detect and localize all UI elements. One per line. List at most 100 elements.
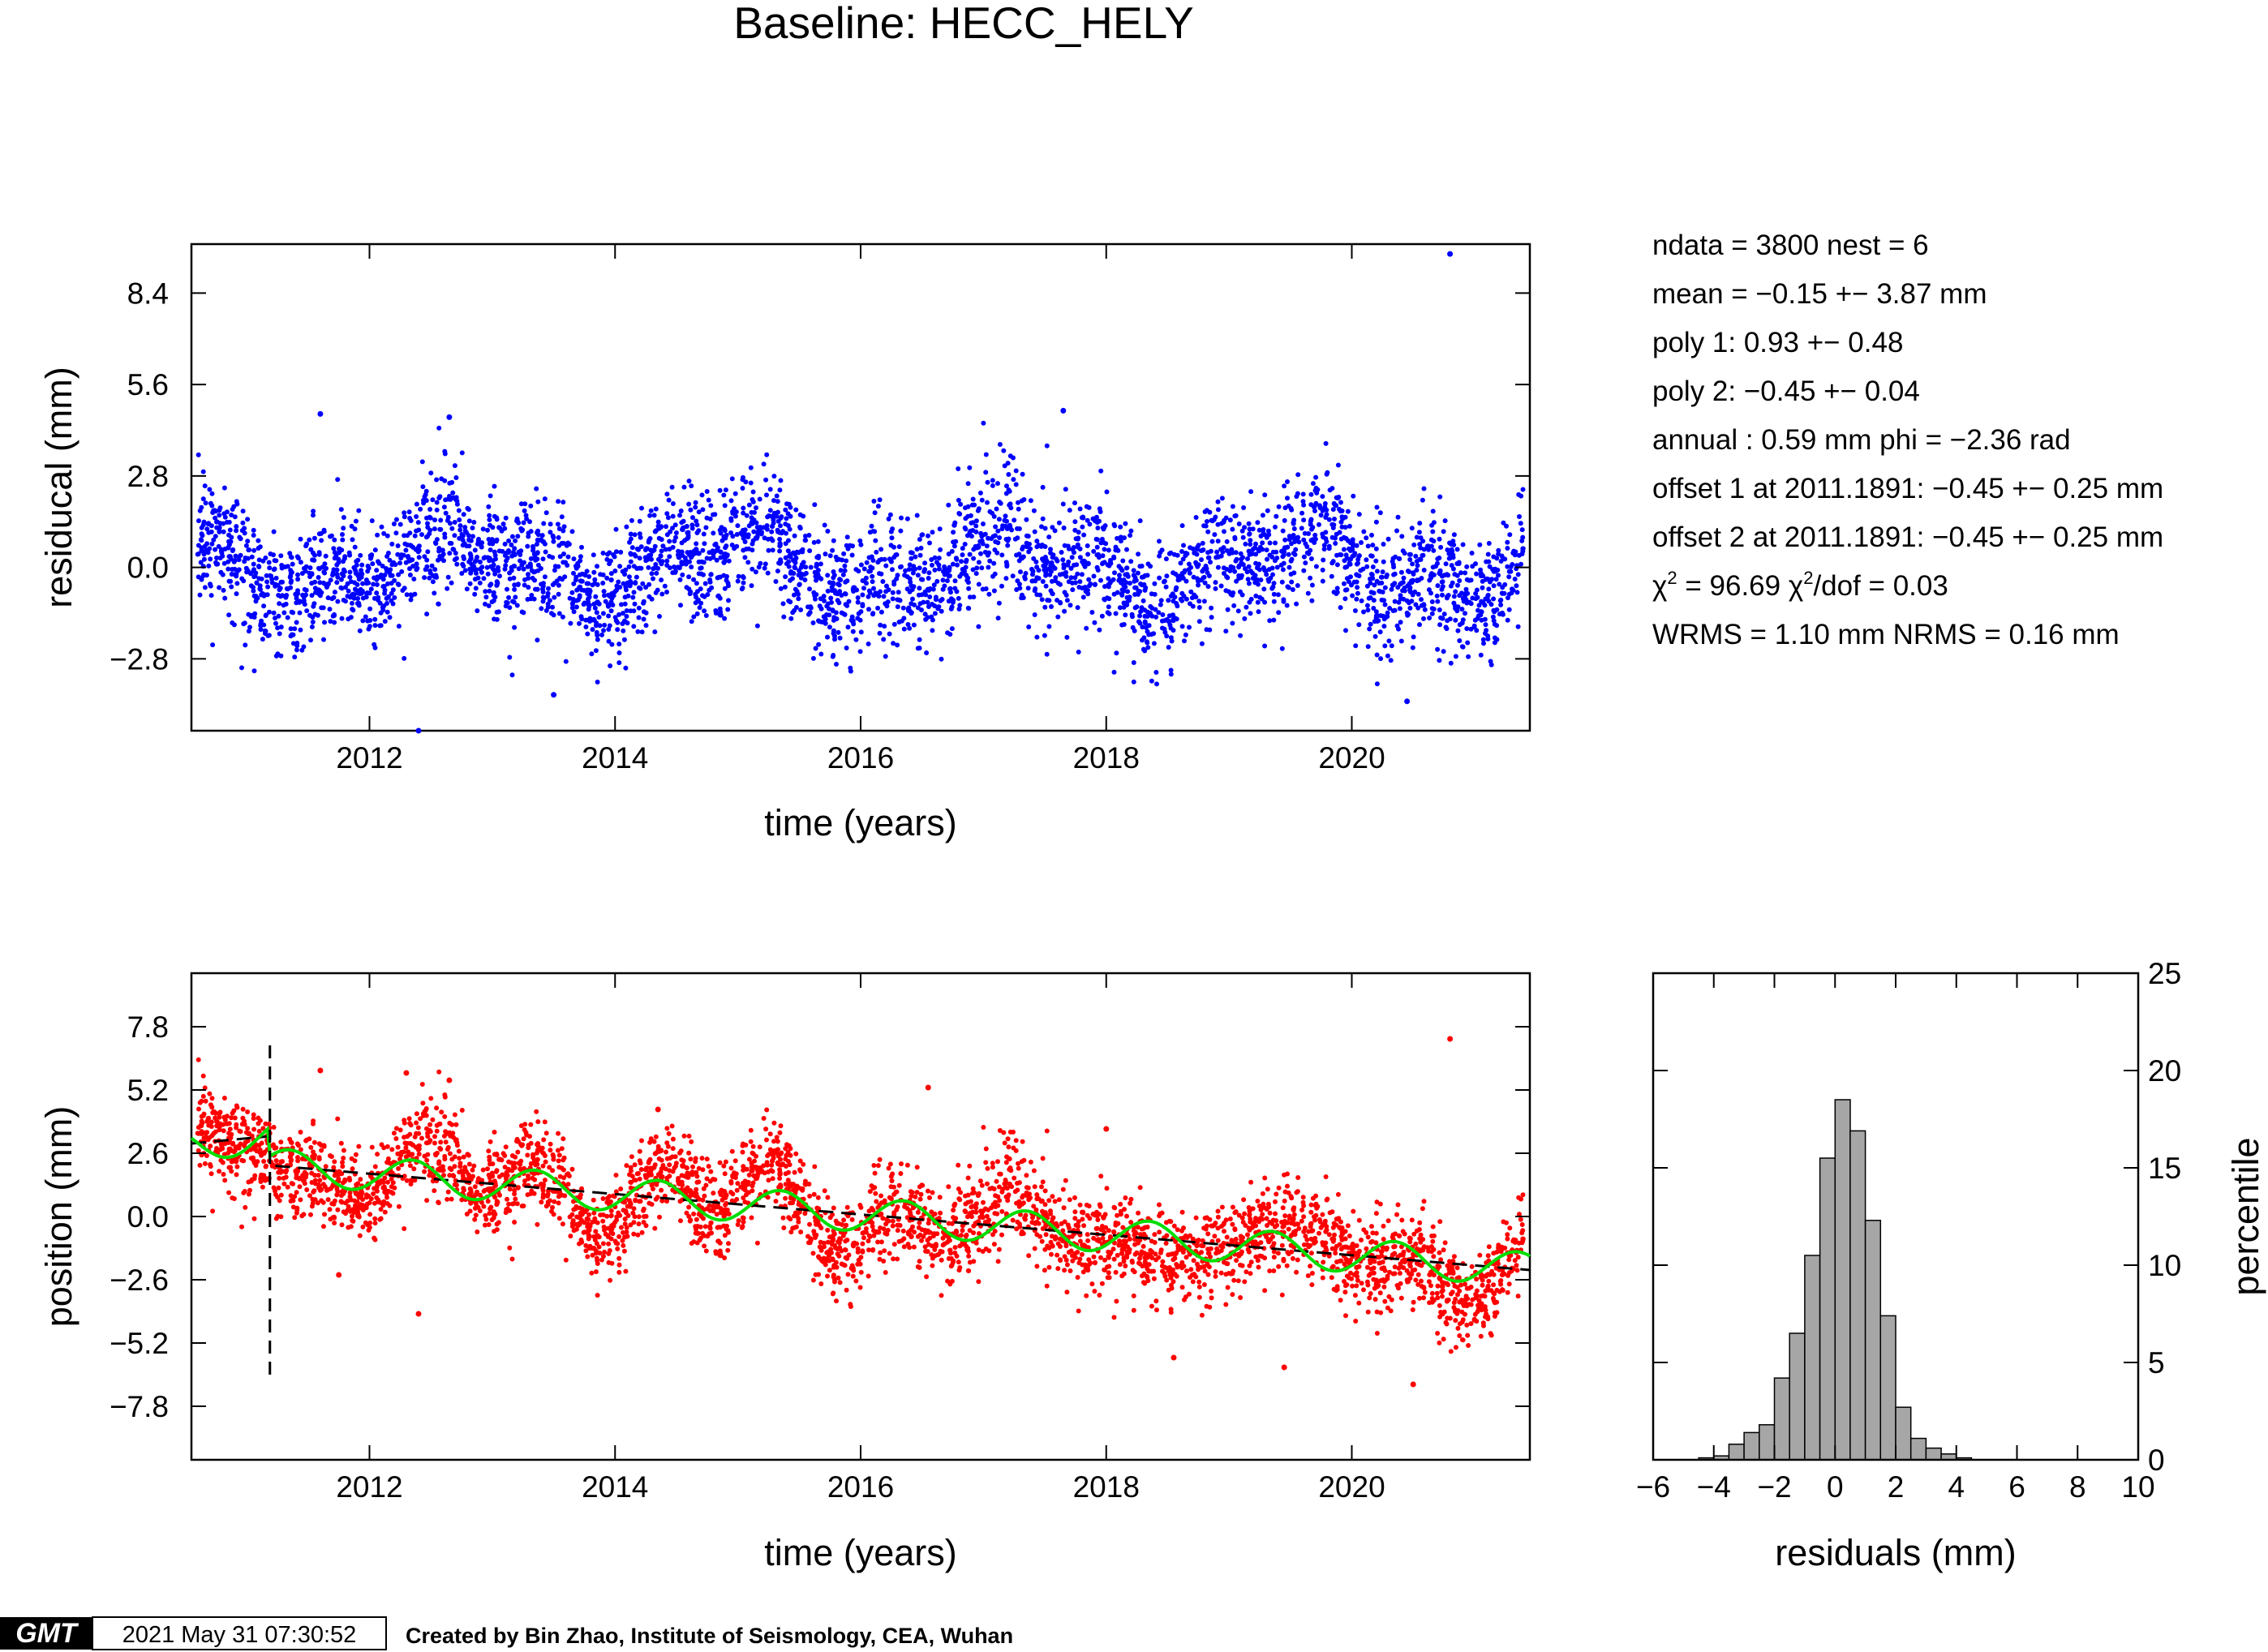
residual-point	[659, 577, 664, 583]
residual-point	[410, 564, 416, 569]
residual-point	[485, 571, 491, 577]
residual-point	[1380, 569, 1385, 575]
residual-point	[560, 577, 565, 582]
residual-point	[1152, 591, 1158, 597]
residual-point	[1139, 574, 1145, 580]
residual-point	[777, 487, 783, 493]
residual-point	[1407, 557, 1413, 562]
residual-point	[1317, 503, 1322, 508]
position-point	[434, 1105, 440, 1111]
stat-line: annual : 0.59 mm phi = −2.36 rad	[1652, 424, 2071, 456]
residual-point	[447, 480, 453, 486]
position-point	[766, 1178, 771, 1183]
residual-point	[775, 499, 780, 504]
residual-point	[1420, 539, 1426, 544]
residual-point	[831, 538, 836, 543]
residual-point	[312, 586, 318, 591]
residual-point	[608, 608, 614, 614]
residual-point	[803, 538, 809, 543]
residual-point	[700, 593, 705, 599]
residual-point	[238, 536, 243, 542]
residual-point	[1052, 528, 1058, 534]
residual-point	[1253, 551, 1259, 557]
residual-point	[625, 593, 631, 599]
residual-point	[1427, 616, 1433, 620]
residual-point	[374, 568, 380, 573]
residual-point	[754, 623, 760, 629]
residual-point	[569, 601, 575, 607]
residual-point	[1485, 636, 1491, 641]
residual-point	[464, 586, 470, 592]
residual-point	[592, 577, 598, 582]
residual-point	[1230, 504, 1235, 509]
residual-point	[372, 623, 378, 629]
position-point	[1205, 1231, 1211, 1237]
position-point	[1282, 1198, 1287, 1204]
residual-outlier-point	[1404, 698, 1411, 705]
residual-point	[672, 569, 678, 574]
residual-point	[1507, 532, 1513, 538]
residual-point	[1485, 551, 1491, 557]
residual-point	[433, 541, 439, 547]
residual-point	[670, 526, 675, 531]
residual-point	[777, 536, 783, 542]
residual-point	[1474, 571, 1480, 577]
residual-point	[453, 551, 458, 556]
residual-point	[706, 497, 711, 503]
residual-point	[718, 549, 724, 555]
residual-point	[1166, 613, 1172, 619]
residual-point	[355, 601, 360, 607]
residual-point	[684, 585, 689, 590]
residual-point	[983, 452, 989, 457]
residual-point	[301, 594, 307, 600]
residual-point	[488, 493, 493, 499]
residual-point	[1344, 564, 1350, 569]
residual-point	[276, 613, 281, 619]
residual-x-tick-label: 2018	[1073, 741, 1140, 775]
position-point	[1265, 1186, 1270, 1192]
residual-point	[1222, 529, 1226, 534]
residual-point	[1276, 610, 1282, 616]
residual-point	[474, 570, 479, 576]
residual-point	[679, 549, 685, 555]
residual-point	[1371, 606, 1377, 611]
residual-point	[256, 564, 261, 569]
residual-point	[303, 569, 308, 574]
residual-point	[1179, 598, 1185, 603]
position-point	[1464, 1322, 1470, 1328]
residual-point	[231, 504, 237, 509]
residual-point	[307, 537, 312, 543]
residual-point	[990, 478, 995, 483]
residual-point	[1242, 525, 1248, 530]
residual-point	[554, 578, 560, 584]
residual-point	[1235, 608, 1241, 614]
residual-point	[1066, 546, 1072, 551]
residual-point	[1104, 489, 1110, 495]
residual-point	[945, 630, 951, 636]
residual-point	[758, 525, 762, 530]
residual-point	[995, 528, 1001, 534]
residual-point	[425, 521, 430, 526]
residual-point	[352, 544, 358, 550]
residual-point	[628, 578, 634, 584]
residual-point	[288, 626, 294, 632]
residual-point	[1457, 638, 1463, 643]
residual-point	[612, 569, 618, 573]
residual-point	[1265, 577, 1271, 582]
residual-point	[1149, 678, 1154, 684]
residual-point	[1370, 564, 1376, 569]
residual-point	[514, 603, 520, 608]
residual-point	[591, 569, 597, 575]
residual-point	[1499, 553, 1505, 559]
residual-point	[888, 558, 894, 564]
residual-point	[1286, 551, 1291, 557]
residual-point	[1016, 581, 1022, 587]
residual-point	[1157, 539, 1162, 544]
residual-point	[956, 607, 962, 611]
residual-point	[583, 624, 589, 629]
residual-point	[1273, 540, 1278, 546]
residual-point	[948, 596, 954, 602]
residual-point	[877, 630, 883, 636]
residual-point	[489, 599, 495, 605]
residual-point	[530, 547, 536, 553]
